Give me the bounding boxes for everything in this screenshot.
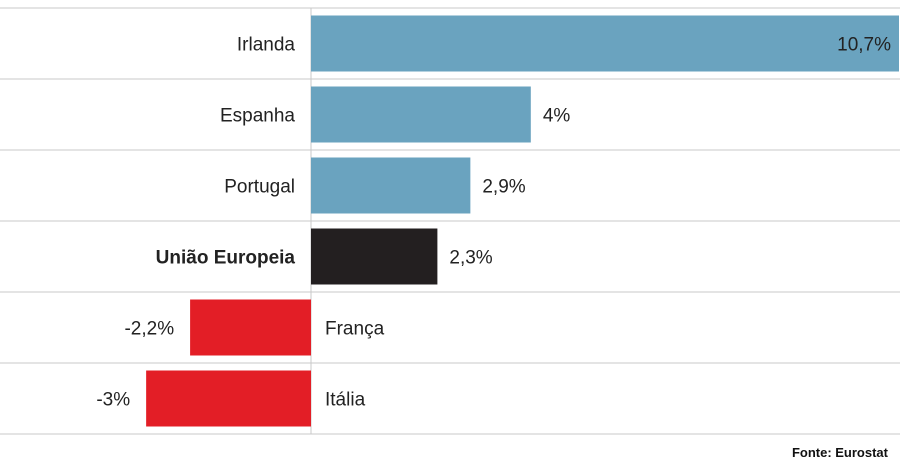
category-label: Portugal xyxy=(224,177,295,198)
value-label: 2,3% xyxy=(449,248,492,269)
value-label: 10,7% xyxy=(837,35,891,56)
category-label: Irlanda xyxy=(237,35,296,56)
category-label: União Europeia xyxy=(156,248,296,269)
source-note: Fonte: Eurostat xyxy=(791,445,888,460)
value-label: -2,2% xyxy=(124,319,174,340)
value-label: -3% xyxy=(96,390,130,411)
category-label: Espanha xyxy=(220,106,295,127)
category-label: Itália xyxy=(325,390,366,411)
value-label: 4% xyxy=(543,106,571,127)
category-label: França xyxy=(325,319,385,340)
bar xyxy=(311,15,899,72)
bar xyxy=(311,228,438,285)
bar xyxy=(311,157,471,214)
bar xyxy=(190,299,311,356)
bar xyxy=(311,86,531,143)
bar xyxy=(146,370,311,427)
value-label: 2,9% xyxy=(482,177,525,198)
